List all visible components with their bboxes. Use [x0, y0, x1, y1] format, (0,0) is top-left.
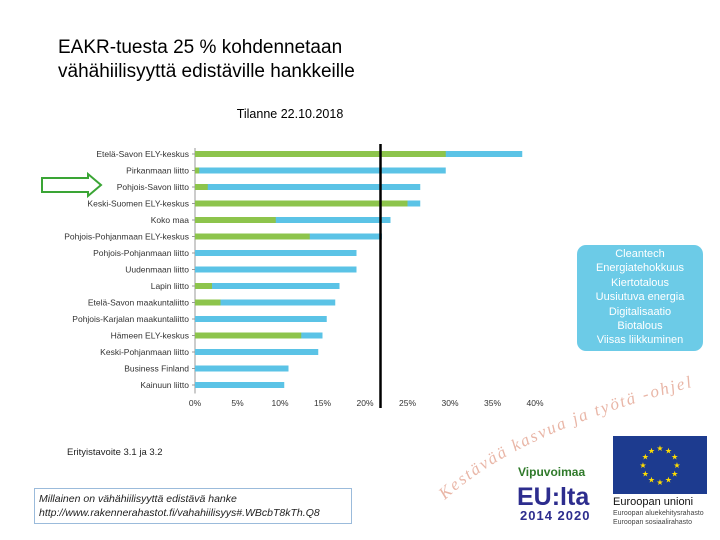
x-tick-label: 0%: [189, 398, 202, 408]
category-label: Pohjois-Karjalan maakuntaliitto: [72, 314, 189, 324]
star-icon: ★: [656, 478, 663, 487]
star-icon: ★: [671, 470, 678, 479]
legend-item: Energiatehokkuus: [595, 262, 685, 275]
bar-green: [195, 332, 302, 339]
x-tick-label: 15%: [314, 398, 331, 408]
star-icon: ★: [656, 444, 663, 453]
title-line-1: EAKR-tuesta 25 % kohdennetaan: [58, 37, 343, 58]
eu-fund-2: Euroopan sosiaalirahasto: [613, 519, 692, 526]
x-tick-label: 40%: [526, 398, 543, 408]
category-label: Lapin liitto: [151, 281, 190, 291]
bar-blue: [195, 266, 357, 273]
arrow-icon: [41, 171, 103, 199]
category-label: Pohjois-Pohjanmaan ELY-keskus: [64, 232, 189, 242]
bar-blue: [195, 283, 340, 289]
legend-item: Digitalisaatio: [608, 305, 672, 318]
bar-green: [195, 217, 276, 223]
vipuvoimaa-logo-title: Vipuvoimaa: [518, 465, 586, 479]
x-tick-label: 5%: [231, 398, 244, 408]
bar-blue: [195, 349, 319, 355]
bar-green: [195, 233, 310, 240]
category-label: Pohjois-Savon liitto: [117, 182, 190, 192]
title-line-2: vähähiilisyyttä edistäville hankkeille: [58, 61, 355, 82]
bar-blue: [195, 184, 421, 190]
bar-green: [195, 283, 212, 289]
legend-item: Viisas liikkuminen: [596, 334, 684, 347]
category-legend: Cleantech Energiatehokkuus Kiertotalous …: [577, 245, 703, 351]
bar-blue: [195, 250, 357, 256]
bar-green: [195, 184, 208, 190]
bar-blue: [195, 316, 327, 322]
category-label: Pirkanmaan liitto: [126, 166, 189, 176]
page-title: EAKR-tuesta 25 % kohdennetaan vähähiilis…: [58, 36, 478, 84]
star-icon: ★: [671, 453, 678, 462]
star-icon: ★: [639, 461, 646, 470]
bar-green: [195, 151, 446, 157]
category-label: Keski-Pohjanmaan liitto: [100, 347, 189, 357]
star-icon: ★: [665, 446, 672, 455]
eu-lta-years: 2014 2020: [520, 508, 591, 523]
category-label: Uudenmaan liitto: [125, 265, 189, 275]
star-icon: ★: [648, 446, 655, 455]
legend-item: Uusiutuva energia: [595, 291, 685, 304]
category-label: Keski-Suomen ELY-keskus: [87, 199, 189, 209]
category-label: Business Finland: [124, 364, 189, 374]
x-tick-label: 25%: [399, 398, 416, 408]
star-icon: ★: [673, 461, 680, 470]
bar-blue: [195, 217, 391, 223]
category-label: Koko maa: [151, 215, 190, 225]
eu-lta-brand-text: EU:lta: [517, 483, 590, 511]
legend-item: Biotalous: [617, 320, 663, 333]
x-tick-label: 30%: [441, 398, 458, 408]
eu-fund-1: Euroopan aluekehitysrahasto: [613, 510, 704, 517]
bar-blue: [195, 299, 336, 306]
x-tick-label: 35%: [484, 398, 501, 408]
chart-subtitle: Tilanne 22.10.2018: [236, 107, 344, 121]
footnote: Erityistavoite 3.1 ja 3.2: [67, 447, 163, 458]
link-url[interactable]: http://www.rakennerahastot.fi/vahahiilis…: [39, 507, 320, 519]
link-title: Millainen on vähähiilisyyttä edistävä ha…: [39, 493, 237, 505]
legend-item: Cleantech: [615, 248, 665, 260]
star-icon: ★: [642, 453, 649, 462]
bar-green: [195, 167, 200, 174]
category-label: Hämeen ELY-keskus: [111, 331, 189, 341]
bar-blue: [195, 382, 285, 388]
eu-flag-icon: ★★★★★★★★★ ★ ★★: [613, 436, 707, 494]
category-label: Etelä-Savon maakuntaliitto: [88, 298, 189, 308]
category-label: Etelä-Savon ELY-keskus: [96, 149, 189, 159]
eu-label: Euroopan unioni: [613, 496, 694, 508]
star-icon: ★: [648, 476, 655, 485]
bar-green: [195, 200, 408, 207]
category-label: Pohjois-Pohjanmaan liitto: [93, 248, 189, 258]
star-icon: ★: [665, 476, 672, 485]
x-tick-label: 20%: [356, 398, 373, 408]
x-tick-label: 10%: [271, 398, 288, 408]
info-link-box[interactable]: Millainen on vähähiilisyyttä edistävä ha…: [34, 488, 352, 524]
eu-lta-logo: EU:lta: [517, 483, 590, 511]
category-label: Kainuun liitto: [140, 380, 189, 390]
star-icon: ★: [642, 470, 649, 479]
legend-item: Kiertotalous: [610, 276, 670, 289]
bar-blue: [195, 167, 446, 174]
bar-green: [195, 299, 221, 306]
bar-blue: [195, 365, 289, 372]
